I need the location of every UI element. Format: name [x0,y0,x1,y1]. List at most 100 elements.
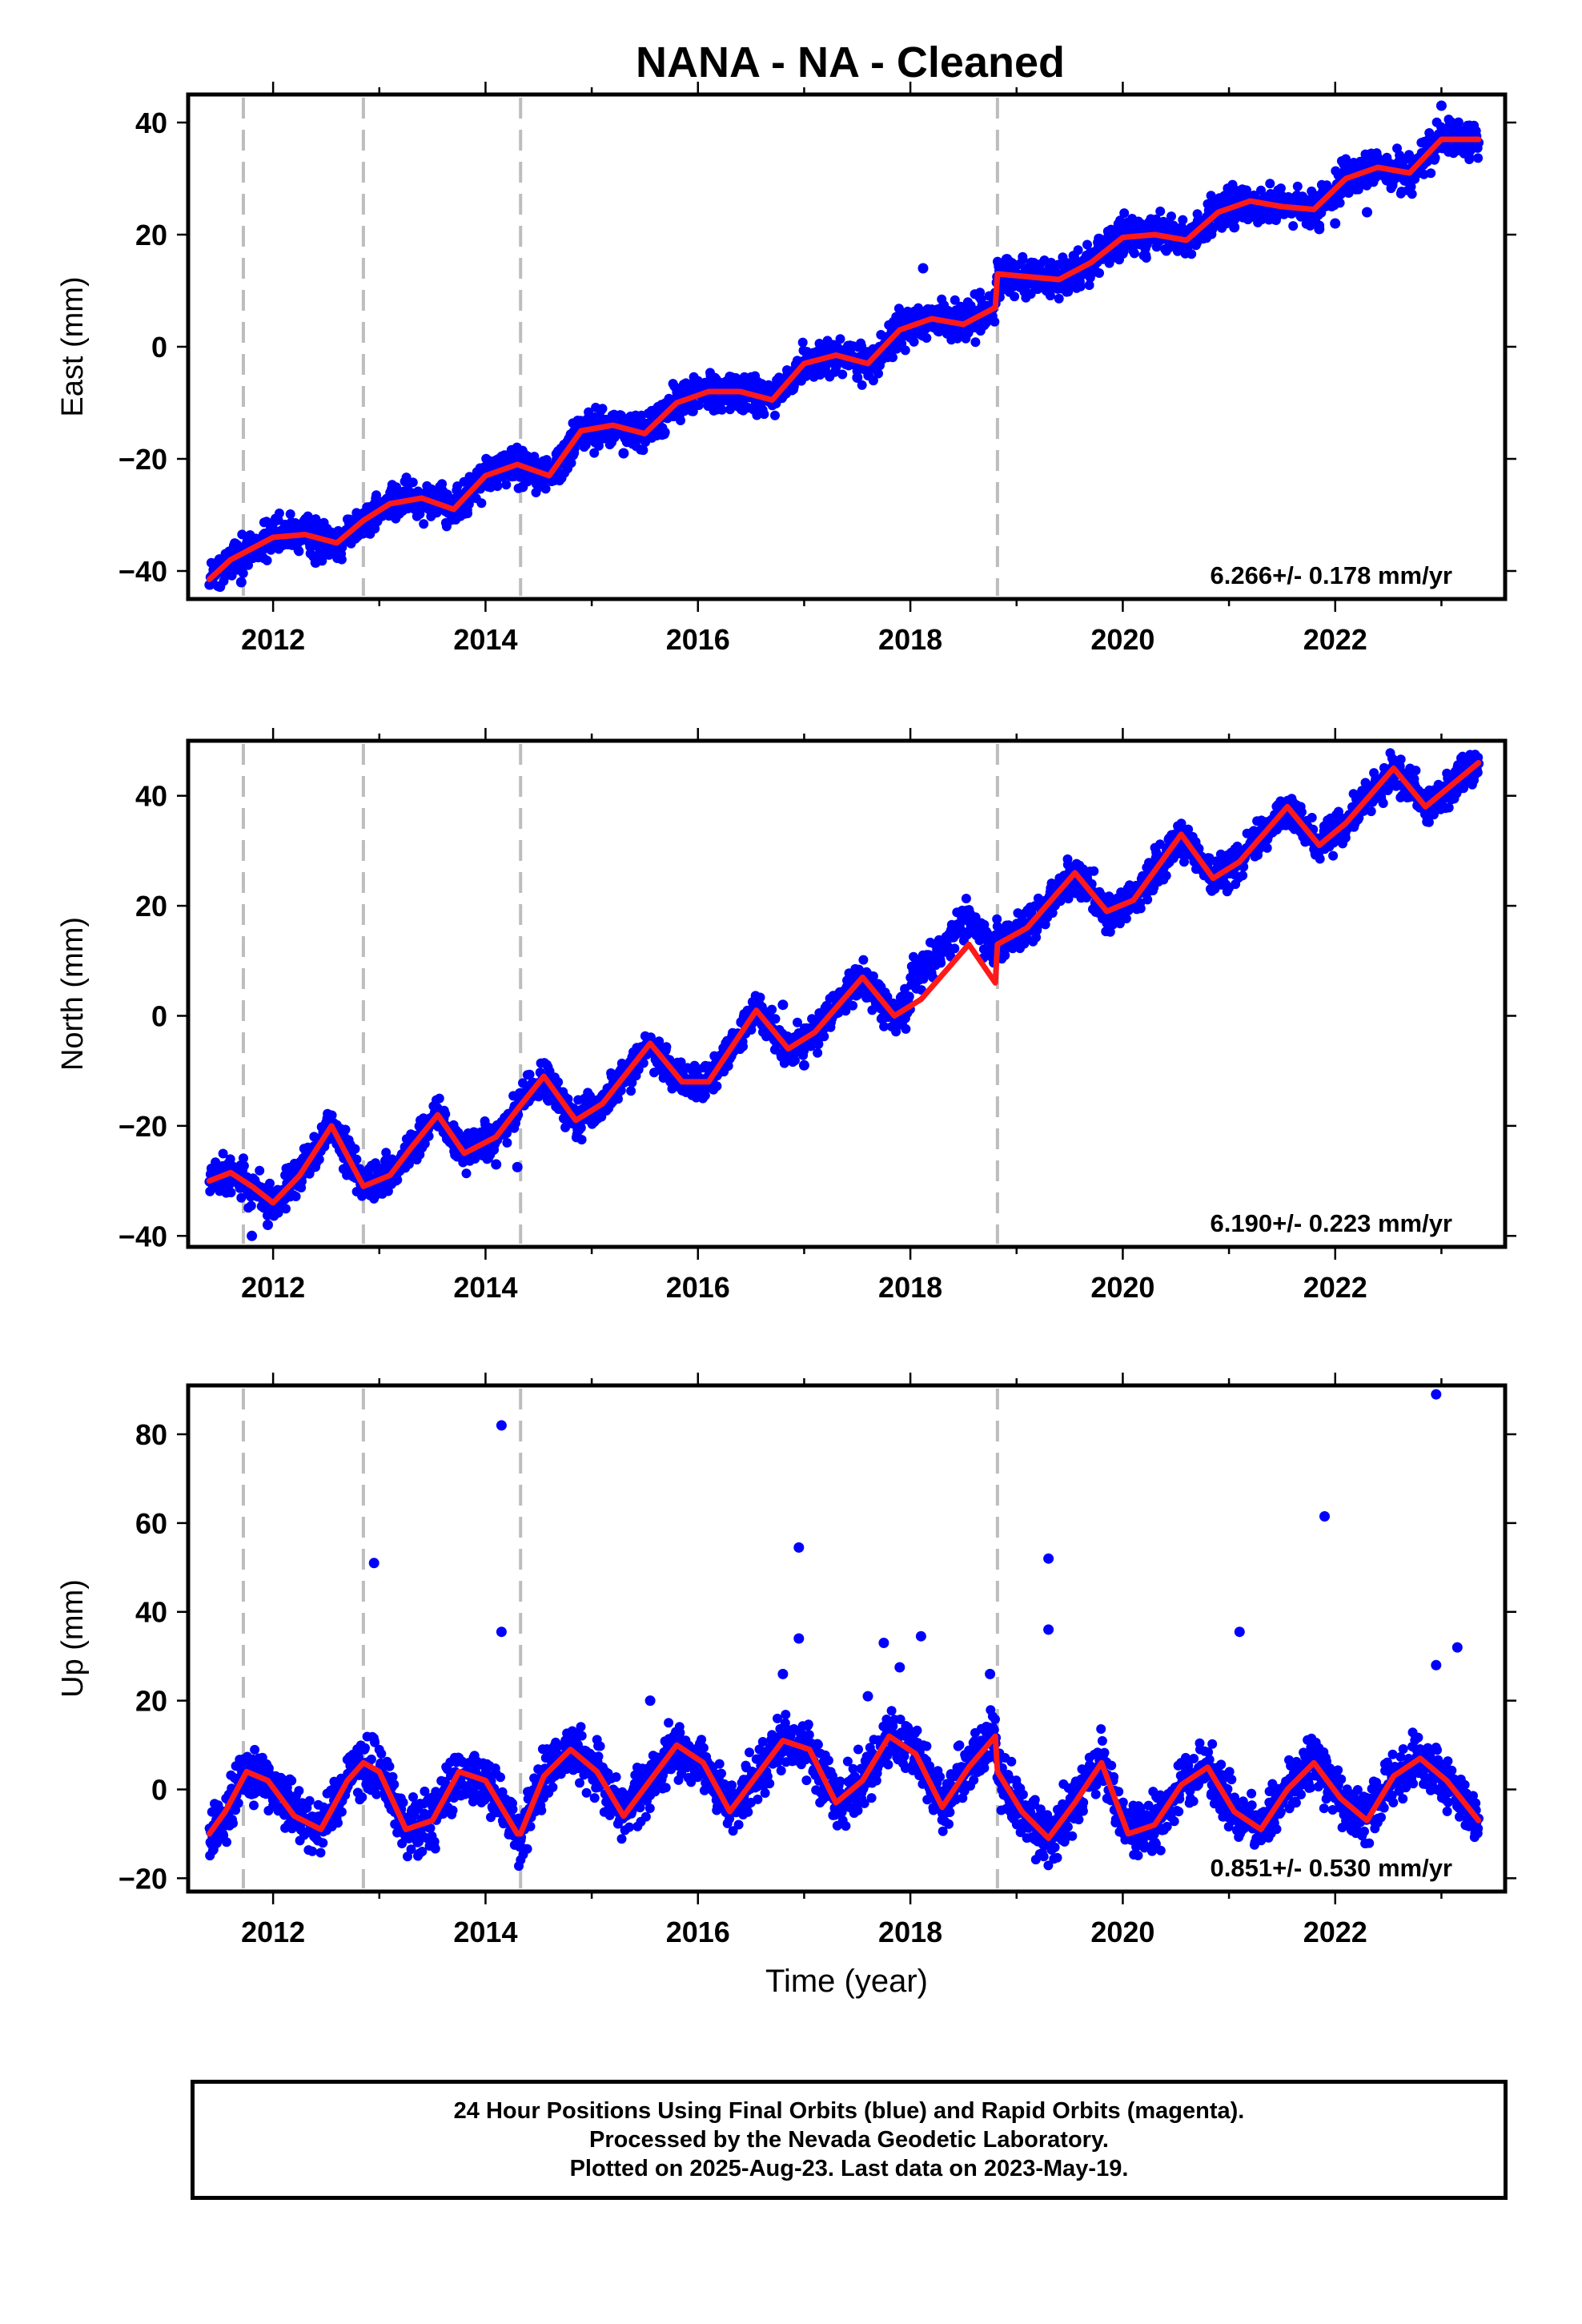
data-point [975,287,986,298]
data-point [1265,179,1275,189]
data-point [476,498,487,509]
y-tick-label: 20 [135,219,167,251]
data-point [790,1055,800,1066]
x-tick-label: 2022 [1303,623,1367,656]
data-point [921,333,932,343]
rate-label-east: 6.266+/- 0.178 mm/yr [1211,561,1452,589]
data-point [835,334,845,344]
x-tick-label: 2018 [878,623,942,656]
data-point [868,376,878,386]
data-point [274,509,284,518]
data-point [236,1192,247,1203]
data-point [950,943,960,954]
data-point [440,1109,451,1120]
fit-line-east [207,136,1482,582]
data-point [291,1192,301,1201]
data-point [819,1031,829,1042]
data-point [1453,117,1464,127]
data-point [502,1138,512,1148]
data-point [618,448,629,459]
data-point [1026,289,1036,299]
data-point [281,1204,291,1214]
data-point [1362,207,1372,218]
data-point [759,409,769,420]
data-point [340,1124,351,1135]
data-point [540,484,551,494]
data-point [1426,168,1436,179]
data-point [661,1042,672,1052]
data-point [1119,208,1130,219]
data-point [1330,218,1341,229]
data-point [858,955,869,965]
data-point [1238,870,1248,881]
data-point [1082,239,1092,250]
data-point [1178,215,1188,225]
data-point [1464,155,1475,164]
data-point [1395,150,1405,160]
data-point [917,263,929,274]
data-point [1262,842,1272,853]
data-point [336,554,347,565]
data-point [613,1094,623,1104]
data-point [566,458,576,468]
data-point [415,509,425,519]
data-point [238,568,248,578]
data-point [597,404,608,414]
data-point [1473,153,1484,163]
data-point [589,448,600,458]
data-point [246,1200,256,1211]
data-point [235,577,247,588]
data-point [370,524,380,534]
data-point [900,345,910,356]
data-point [461,1168,472,1179]
data-point [593,440,604,451]
x-axis-east: 2012 2014 2016 2018 2020 2022 [241,82,1443,656]
data-point [392,1175,403,1185]
data-point [961,894,971,903]
y-tick-label: −40 [118,555,167,588]
data-point [327,1110,337,1120]
data-point [1288,221,1299,231]
data-point [852,372,863,383]
data-point [1192,209,1203,219]
x-tick-label: 2020 [1090,623,1154,656]
data-point [501,480,512,490]
data-point [1118,247,1129,257]
data-point [837,369,848,380]
data-point [1307,813,1317,822]
data-point [1430,153,1440,163]
data-point [1135,903,1146,914]
y-tick-label: −20 [118,443,167,476]
data-point [901,1023,911,1034]
data-point [660,427,670,437]
data-point [553,1077,564,1088]
data-point [1315,854,1325,864]
data-point [529,452,540,462]
data-point [857,380,867,390]
data-point [218,1148,228,1159]
dashed-lines-east [241,98,999,596]
data-point [255,1165,265,1176]
figure-title: NANA - NA - Cleaned [636,38,1065,86]
data-point [873,368,883,379]
data-point [351,1154,362,1164]
data-point [1435,100,1447,111]
data-point [464,499,474,509]
x-tick-label: 2016 [666,623,730,656]
data-point [950,295,960,305]
data-point [1010,292,1020,302]
data-point [381,1148,391,1158]
data-point [888,352,897,363]
data-point [226,1188,236,1198]
data-point [1000,951,1010,960]
data-point [797,337,808,348]
data-point [1129,248,1139,259]
data-point [626,1086,636,1096]
data-point [738,1041,748,1051]
data-point [770,1014,781,1024]
data-point [770,410,780,420]
data-point [813,1047,823,1058]
x-tick-label: 2012 [241,623,305,656]
data-point [1094,268,1104,278]
